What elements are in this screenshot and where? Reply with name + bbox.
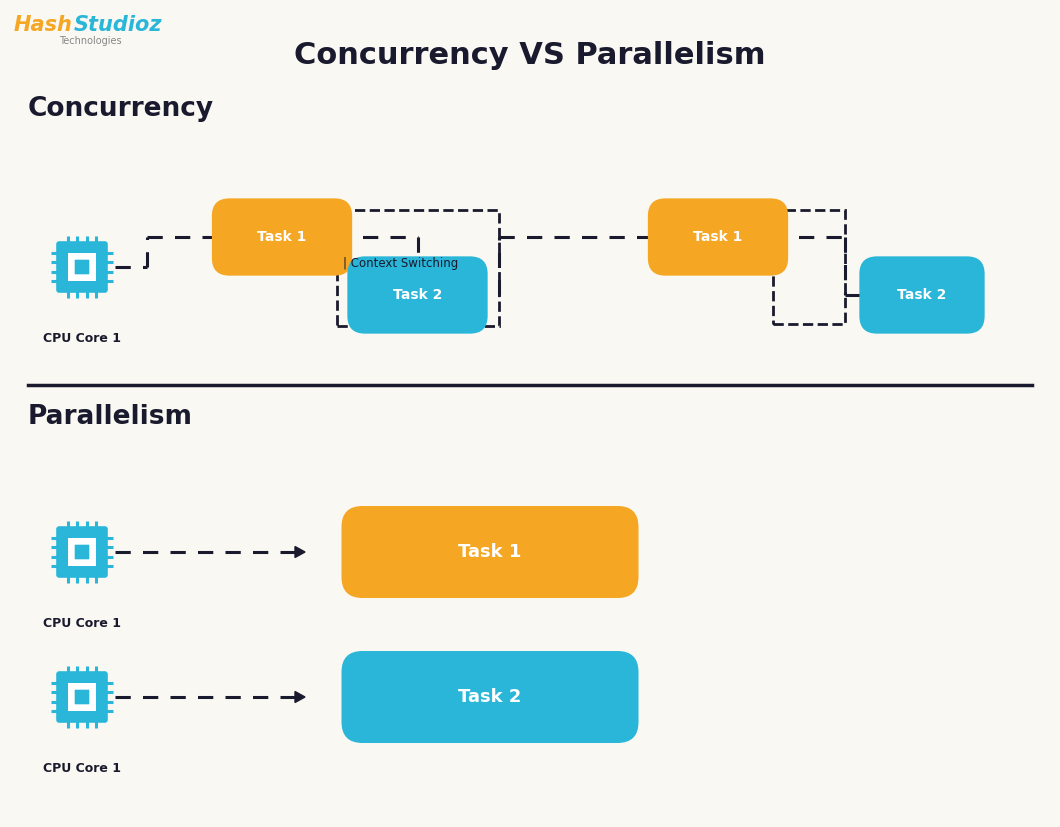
Text: Studioz: Studioz: [74, 15, 162, 35]
Text: | Context Switching: | Context Switching: [342, 257, 458, 270]
Text: Hash: Hash: [13, 15, 72, 35]
FancyBboxPatch shape: [348, 256, 488, 333]
FancyBboxPatch shape: [56, 526, 108, 578]
Text: Task 1: Task 1: [258, 230, 306, 244]
Polygon shape: [222, 232, 232, 242]
FancyBboxPatch shape: [56, 672, 108, 723]
Text: Parallelism: Parallelism: [28, 404, 193, 430]
Bar: [336, 210, 498, 326]
FancyBboxPatch shape: [212, 198, 352, 275]
Text: Task 2: Task 2: [393, 288, 442, 302]
Text: Task 2: Task 2: [458, 688, 522, 706]
FancyBboxPatch shape: [68, 683, 96, 711]
FancyBboxPatch shape: [56, 241, 108, 293]
FancyBboxPatch shape: [648, 198, 789, 275]
FancyBboxPatch shape: [860, 256, 985, 333]
Text: Task 1: Task 1: [458, 543, 522, 561]
Text: Technologies: Technologies: [58, 36, 121, 46]
FancyBboxPatch shape: [341, 506, 638, 598]
Polygon shape: [658, 232, 668, 242]
Polygon shape: [295, 547, 305, 557]
Polygon shape: [412, 264, 423, 274]
Text: CPU Core 1: CPU Core 1: [43, 332, 121, 345]
Text: Concurrency: Concurrency: [28, 96, 214, 122]
Text: CPU Core 1: CPU Core 1: [43, 617, 121, 630]
FancyBboxPatch shape: [73, 689, 90, 705]
Text: CPU Core 1: CPU Core 1: [43, 762, 121, 775]
Bar: [773, 210, 845, 324]
FancyBboxPatch shape: [68, 538, 96, 566]
FancyBboxPatch shape: [73, 543, 90, 561]
FancyBboxPatch shape: [341, 651, 638, 743]
Text: Concurrency VS Parallelism: Concurrency VS Parallelism: [295, 41, 765, 69]
Polygon shape: [295, 691, 305, 702]
Polygon shape: [868, 289, 878, 300]
FancyBboxPatch shape: [73, 259, 90, 275]
Text: Task 2: Task 2: [898, 288, 947, 302]
Text: Task 1: Task 1: [693, 230, 743, 244]
FancyBboxPatch shape: [68, 253, 96, 281]
